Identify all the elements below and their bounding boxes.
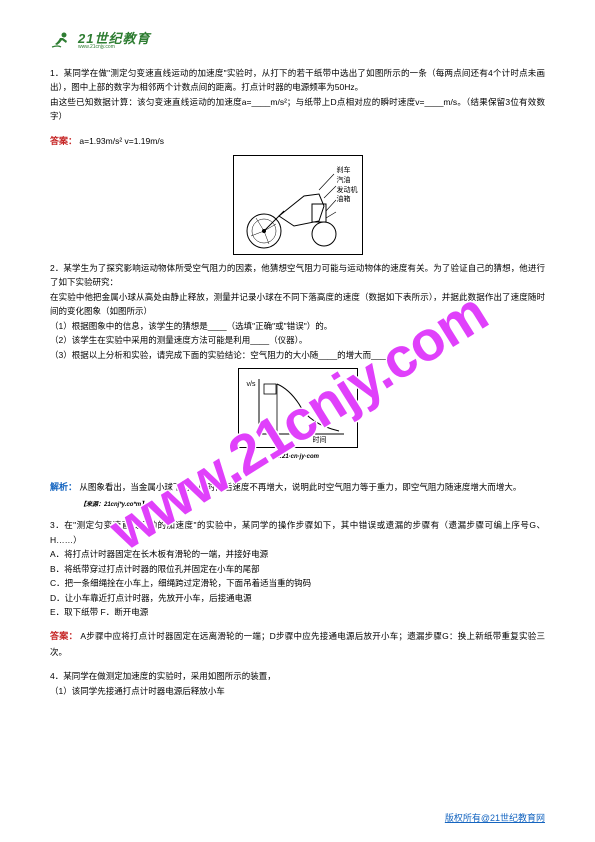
- fig-label-4: 油箱: [337, 195, 358, 205]
- chart-xlabel: 时间: [313, 435, 327, 445]
- answer-label: 答案：: [50, 136, 77, 146]
- question-3-d: D．让小车靠近打点计时器，先放开小车，后接通电源: [50, 591, 545, 605]
- fig-label-2: 汽油: [337, 176, 358, 186]
- fig-label-1: 刹车: [337, 166, 358, 176]
- answer-2: 解析： 从图象看出，当金属小球下落一段时间后速度不再增大，说明此时空气阻力等于重…: [50, 480, 545, 495]
- answer-1-text: a=1.93m/s² v=1.19m/s: [79, 136, 164, 146]
- question-3-c: C．把一条细绳拴在小车上，细绳跨过定滑轮，下面吊着适当重的钩码: [50, 576, 545, 590]
- source-tag-2: 【来源：21cnj*y.co*m】: [80, 499, 545, 508]
- fig-label-3: 发动机: [337, 186, 358, 196]
- question-3-line1: 3．在"测定匀变速直线运动的加速度"的实验中，某同学的操作步骤如下，其中错误或遗…: [50, 518, 545, 547]
- question-3-b: B．将纸带穿过打点计时器的限位孔并固定在小车的尾部: [50, 562, 545, 576]
- question-2-line2: 在实验中他把金属小球从高处由静止释放，测量并记录小球在不同下落高度的速度（数据如…: [50, 290, 545, 319]
- figure-labels: 刹车 汽油 发动机 油箱: [337, 166, 358, 205]
- question-3-a: A．将打点计时器固定在长木板有滑轮的一端，并接好电源: [50, 547, 545, 561]
- question-2-sub1: （1）根据图象中的信息，该学生的猜想是____（选填"正确"或"错误"）的。: [50, 319, 545, 333]
- analysis-label: 解析：: [50, 482, 77, 492]
- answer-3: 答案： A步骤中应将打点计时器固定在远离滑轮的一端；D步骤中应先接通电源后放开小…: [50, 629, 545, 659]
- question-2-line1: 2．某学生为了探究影响运动物体所受空气阻力的因素，他猜想空气阻力可能与运动物体的…: [50, 261, 545, 290]
- answer-2-text: 从图象看出，当金属小球下落一段时间后速度不再增大，说明此时空气阻力等于重力，即空…: [79, 482, 521, 492]
- question-1-line1: 1．某同学在做"测定匀变速直线运动的加速度"实验时，从打下的若干纸带中选出了如图…: [50, 66, 545, 95]
- logo-subtitle: www.21cnjy.com: [78, 45, 150, 50]
- question-4-line2: （1）该同学先接通打点计时器电源后释放小车: [50, 684, 545, 698]
- question-1-line2: 由这些已知数据计算：该匀变速直线运动的加速度a=____m/s²；与纸带上D点相…: [50, 95, 545, 124]
- question-2-sub3: （3）根据以上分析和实验，请完成下面的实验结论：空气阻力的大小随____的增大而…: [50, 348, 545, 362]
- header-logo: 21世纪教育 www.21cnjy.com: [50, 30, 545, 52]
- figure-motorcycle: 刹车 汽油 发动机 油箱: [233, 155, 363, 255]
- question-4-line1: 4．某同学在做测定加速度的实验时，采用如图所示的装置，: [50, 669, 545, 683]
- answer-3-text: A步骤中应将打点计时器固定在远离滑轮的一端；D步骤中应先接通电源后放开小车；遗漏…: [50, 631, 545, 656]
- figure-chart: v/s 时间: [238, 368, 358, 448]
- answer-1: 答案： a=1.93m/s² v=1.19m/s: [50, 134, 545, 149]
- chart-ylabel: v/s: [247, 381, 256, 388]
- logo-icon: [50, 30, 72, 52]
- answer-label-3: 答案：: [50, 631, 78, 641]
- question-3-ef: E．取下纸带 F．断开电源: [50, 605, 545, 619]
- question-2-sub2: （2）该学生在实验中采用的测量速度方法可能是利用____（仪器）。: [50, 333, 545, 347]
- footer-copyright[interactable]: 版权所有@21世纪教育网: [445, 811, 545, 824]
